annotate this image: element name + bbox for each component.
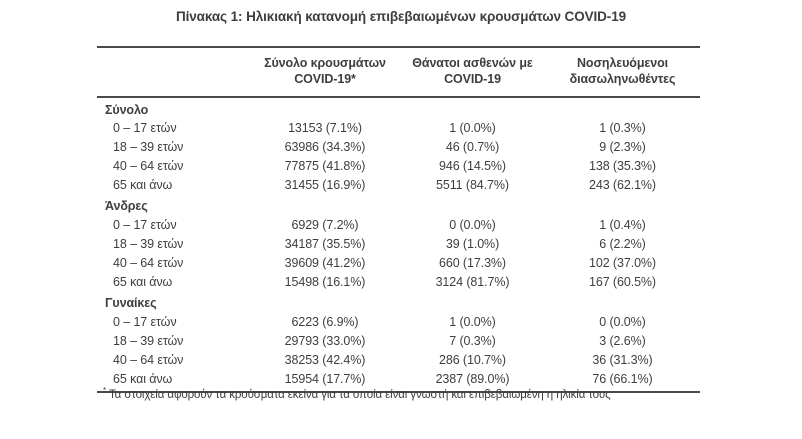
cases-cell: 77875 (41.8%)	[284, 158, 366, 173]
cases-cell: 38253 (42.4%)	[284, 352, 366, 367]
section-header-total: Σύνολο	[97, 97, 700, 118]
deaths-cell: 7 (0.3%)	[449, 333, 496, 348]
footnote-text: Τα στοιχεία αφορούν τα κρούσματα εκείνα …	[109, 388, 611, 401]
intubated-cell: 36 (31.3%)	[592, 352, 653, 367]
age-label: 65 και άνω	[113, 371, 173, 386]
col-header-cases-line1: Σύνολο κρουσμάτων	[264, 56, 386, 70]
cases-cell: 15498 (16.1%)	[284, 274, 366, 289]
deaths-cell: 1 (0.0%)	[449, 314, 496, 329]
intubated-cell: 9 (2.3%)	[599, 139, 646, 154]
deaths-cell: 946 (14.5%)	[439, 158, 506, 173]
cases-cell: 29793 (33.0%)	[284, 333, 366, 348]
col-header-deaths-line2: COVID-19	[444, 72, 501, 86]
cases-cell: 34187 (35.5%)	[284, 236, 366, 251]
age-label: 40 – 64 ετών	[113, 158, 184, 173]
age-label: 18 – 39 ετών	[113, 236, 184, 251]
deaths-cell: 39 (1.0%)	[445, 236, 500, 251]
col-header-cases-line2: COVID-19*	[294, 72, 356, 86]
section-label: Σύνολο	[105, 102, 149, 117]
intubated-cell: 1 (0.3%)	[599, 120, 646, 135]
section-label: Άνδρες	[105, 199, 148, 213]
age-label: 40 – 64 ετών	[113, 255, 184, 270]
section-header-men: Άνδρες	[97, 194, 700, 215]
deaths-cell: 5511 (84.7%)	[436, 177, 509, 192]
age-label: 65 και άνω	[113, 274, 173, 289]
age-label: 18 – 39 ετών	[113, 333, 184, 348]
age-label: 65 και άνω	[113, 177, 173, 192]
cases-cell: 39609 (41.2%)	[284, 255, 366, 270]
table-row: 40 – 64 ετών 39609 (41.2%) 660 (17.3%) 1…	[97, 253, 700, 272]
cases-cell: 31455 (16.9%)	[284, 177, 366, 192]
deaths-cell: 3124 (81.7%)	[435, 274, 510, 289]
section-header-women: Γυναίκες	[97, 291, 700, 312]
table-row: 65 και άνω 31455 (16.9%) 5511 (84.7%) 24…	[97, 175, 700, 194]
intubated-cell: 76 (66.1%)	[592, 371, 653, 386]
table-row: 65 και άνω 15498 (16.1%) 3124 (81.7%) 16…	[97, 272, 700, 291]
intubated-cell: 3 (2.6%)	[599, 333, 646, 348]
table-row: 40 – 64 ετών 77875 (41.8%) 946 (14.5%) 1…	[97, 156, 700, 175]
cases-cell: 13153 (7.1%)	[288, 120, 362, 135]
cases-cell: 6223 (6.9%)	[291, 314, 359, 329]
deaths-cell: 0 (0.0%)	[449, 217, 496, 232]
covid-age-table-wrapper: Σύνολο κρουσμάτων COVID-19* Θάνατοι ασθε…	[97, 46, 700, 393]
col-header-deaths-line1: Θάνατοι ασθενών με	[412, 56, 533, 70]
age-label: 18 – 39 ετών	[113, 139, 184, 154]
section-label: Γυναίκες	[105, 296, 157, 310]
intubated-cell: 243 (62.1%)	[589, 177, 656, 192]
cases-cell: 6929 (7.2%)	[291, 217, 359, 232]
col-header-intubated-line2: διασωληνωθέντες	[569, 72, 676, 86]
cases-cell: 15954 (17.7%)	[284, 371, 366, 386]
col-header-intubated: Νοσηλευόμενοι διασωληνωθέντες	[545, 47, 700, 98]
table-title: Πίνακας 1: Ηλικιακή κατανομή επιβεβαιωμέ…	[175, 9, 627, 24]
table-row: 0 – 17 ετών 6223 (6.9%) 1 (0.0%) 0 (0.0%…	[97, 312, 700, 331]
table-row: 18 – 39 ετών 34187 (35.5%) 39 (1.0%) 6 (…	[97, 234, 700, 253]
intubated-cell: 6 (2.2%)	[599, 236, 646, 251]
col-header-cases: Σύνολο κρουσμάτων COVID-19*	[250, 47, 400, 98]
intubated-cell: 102 (37.0%)	[589, 255, 656, 270]
cases-cell: 63986 (34.3%)	[284, 139, 366, 154]
deaths-cell: 2387 (89.0%)	[435, 371, 510, 386]
age-label: 0 – 17 ετών	[113, 120, 177, 135]
deaths-cell: 46 (0.7%)	[445, 139, 500, 154]
table-footnote: * Τα στοιχεία αφορούν τα κρούσματα εκείνα…	[103, 386, 703, 401]
age-label: 40 – 64 ετών	[113, 352, 184, 367]
intubated-cell: 167 (60.5%)	[589, 274, 656, 289]
table-row: 18 – 39 ετών 63986 (34.3%) 46 (0.7%) 9 (…	[97, 137, 700, 156]
table-row: 18 – 39 ετών 29793 (33.0%) 7 (0.3%) 3 (2…	[97, 331, 700, 350]
table-row: 40 – 64 ετών 38253 (42.4%) 286 (10.7%) 3…	[97, 350, 700, 369]
col-header-intubated-line1: Νοσηλευόμενοι	[577, 56, 668, 70]
age-label: 0 – 17 ετών	[113, 217, 177, 232]
intubated-cell: 0 (0.0%)	[599, 314, 646, 329]
intubated-cell: 1 (0.4%)	[599, 217, 646, 232]
col-header-deaths: Θάνατοι ασθενών με COVID-19	[400, 47, 545, 98]
deaths-cell: 1 (0.0%)	[449, 120, 496, 135]
covid-age-table: Σύνολο κρουσμάτων COVID-19* Θάνατοι ασθε…	[97, 46, 700, 393]
table-row: 65 και άνω 15954 (17.7%) 2387 (89.0%) 76…	[97, 369, 700, 388]
intubated-cell: 138 (35.3%)	[589, 158, 656, 173]
table-row: 0 – 17 ετών 6929 (7.2%) 0 (0.0%) 1 (0.4%…	[97, 215, 700, 234]
age-label: 0 – 17 ετών	[113, 314, 177, 329]
header-row: Σύνολο κρουσμάτων COVID-19* Θάνατοι ασθε…	[97, 47, 700, 98]
footnote-marker: *	[103, 386, 107, 395]
deaths-cell: 286 (10.7%)	[439, 352, 506, 367]
table-row: 0 – 17 ετών 13153 (7.1%) 1 (0.0%) 1 (0.3…	[97, 118, 700, 137]
empty-header-cell	[97, 47, 250, 98]
deaths-cell: 660 (17.3%)	[439, 255, 506, 270]
